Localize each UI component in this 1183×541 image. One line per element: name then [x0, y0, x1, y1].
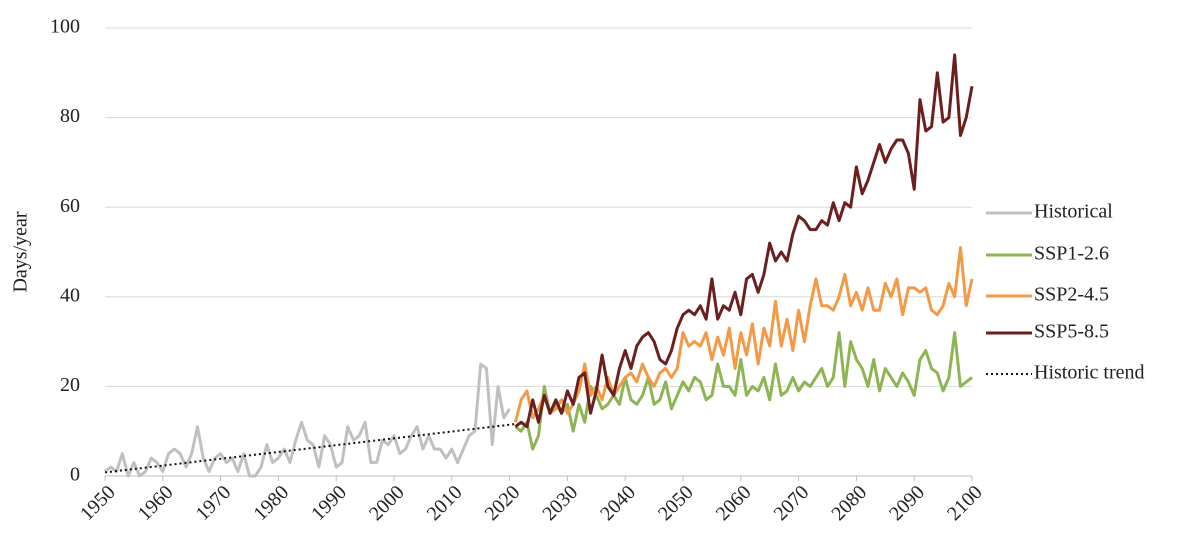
line	[104, 423, 516, 474]
y-tick-label: 20	[60, 374, 80, 396]
legend-label: SSP1-2.6	[1034, 243, 1109, 265]
x-tick-label: 2050	[654, 481, 698, 525]
y-axis-label: Days/year	[10, 211, 32, 292]
x-tick-label: 2010	[423, 481, 467, 525]
legend-label: SSP2-4.5	[1034, 284, 1109, 306]
x-tick-label: 1990	[307, 481, 351, 525]
x-tick-label: 2060	[712, 481, 756, 525]
x-tick-label: 1980	[249, 481, 293, 525]
x-tick-label: 2070	[770, 481, 814, 525]
line	[514, 53, 974, 429]
legend-label: Historical	[1034, 201, 1113, 223]
line	[104, 362, 511, 478]
x-tick-label: 2080	[827, 481, 871, 525]
line	[513, 246, 974, 423]
x-tick-label: 2000	[365, 481, 409, 525]
y-tick-label: 40	[60, 284, 80, 306]
y-tick-label: 60	[60, 195, 80, 217]
x-tick-label: 2090	[885, 481, 929, 525]
x-tick-label: 2040	[596, 481, 640, 525]
y-tick-label: 80	[60, 105, 80, 127]
x-tick-label: 1960	[134, 481, 178, 525]
x-tick-label: 2020	[481, 481, 525, 525]
legend-label: Historic trend	[1034, 362, 1145, 384]
y-tick-label: 100	[50, 16, 80, 38]
x-tick-label: 1970	[192, 481, 236, 525]
x-tick-label: 1950	[76, 481, 120, 525]
y-tick-label: 0	[70, 464, 80, 486]
legend-label: SSP5-8.5	[1034, 321, 1109, 343]
line	[514, 331, 973, 451]
x-tick-label: 2030	[538, 481, 582, 525]
x-tick-label: 2100	[943, 481, 987, 525]
